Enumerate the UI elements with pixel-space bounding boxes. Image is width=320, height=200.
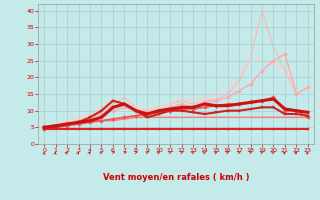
X-axis label: Vent moyen/en rafales ( km/h ): Vent moyen/en rafales ( km/h ) bbox=[103, 173, 249, 182]
